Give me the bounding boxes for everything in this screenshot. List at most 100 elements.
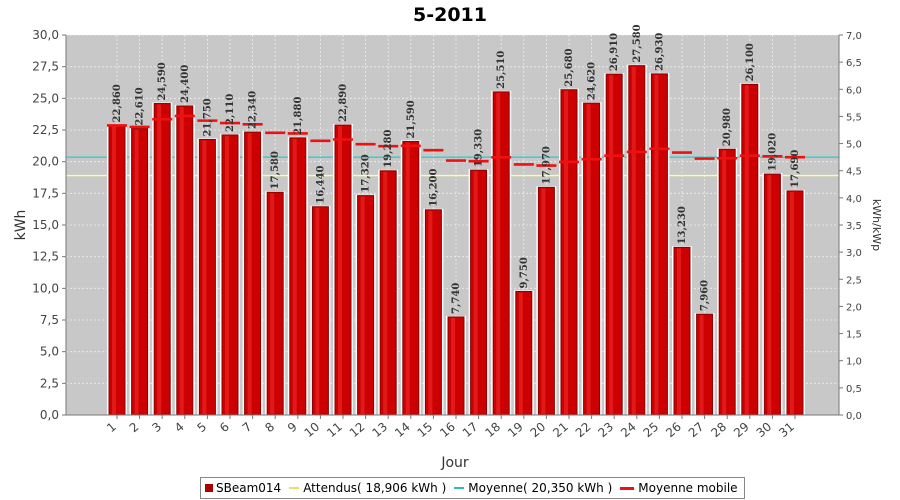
- legend-item-moyenne-mobile: Moyenne mobile: [620, 481, 738, 495]
- x-tick-label: 27: [686, 420, 707, 441]
- data-label: 19,020: [767, 133, 778, 171]
- bar-highlight: [541, 188, 546, 414]
- data-label: 21,750: [202, 98, 213, 136]
- bar: [763, 173, 781, 416]
- legend-swatch-moyenne: [454, 487, 465, 489]
- data-label: 20,980: [722, 108, 733, 146]
- bar: [718, 148, 736, 416]
- x-tick-label: 4: [172, 420, 187, 436]
- y2-tick-label: 7,0: [846, 31, 862, 42]
- y-tick-label: 2,5: [40, 376, 59, 390]
- y-tick-label: 0,0: [40, 408, 59, 422]
- bar: [492, 91, 510, 416]
- y2-tick-label: 2,0: [846, 302, 862, 313]
- y-tick-label: 10,0: [32, 281, 59, 295]
- legend-item-attendus: Attendus( 18,906 kWh ): [289, 481, 446, 495]
- y-tick-label: 30,0: [32, 28, 59, 42]
- x-tick-label: 18: [482, 420, 503, 441]
- x-tick-label: 20: [528, 420, 549, 441]
- bar: [198, 139, 216, 416]
- bar-highlight: [112, 126, 116, 414]
- data-label: 24,590: [157, 62, 168, 100]
- y2-tick-label: 4,5: [846, 167, 862, 178]
- x-tick-label: 19: [505, 420, 526, 441]
- bar: [289, 137, 307, 416]
- y2-tick-label: 5,5: [846, 112, 862, 123]
- x-tick-label: 14: [392, 420, 413, 441]
- x-tick-label: 29: [731, 420, 752, 441]
- bar: [357, 195, 375, 416]
- bar: [741, 83, 759, 416]
- data-label: 22,890: [338, 84, 349, 122]
- data-label: 7,960: [700, 280, 711, 311]
- bar: [628, 65, 646, 416]
- bar-highlight: [631, 66, 636, 415]
- data-label: 22,860: [112, 84, 123, 122]
- bar-highlight: [202, 140, 207, 414]
- bar: [334, 124, 352, 416]
- bar-highlight: [790, 191, 794, 414]
- y2-tick-label: 3,5: [846, 221, 862, 232]
- x-tick-label: 16: [437, 420, 458, 441]
- y2-tick-label: 1,0: [846, 357, 862, 368]
- moving-average: [107, 114, 805, 167]
- y-tick-label: 17,5: [32, 186, 59, 200]
- bar-highlight: [179, 106, 184, 414]
- legend-label-sbeam: SBeam014: [216, 481, 282, 495]
- x-tick-label: 22: [573, 420, 594, 441]
- y-tick-label: 5,0: [40, 345, 59, 359]
- bar: [221, 134, 239, 416]
- x-tick-label: 2: [127, 420, 142, 436]
- y2-tick-label: 4,0: [846, 194, 862, 205]
- legend-label-moyenne-mobile: Moyenne mobile: [638, 481, 738, 495]
- y-tick-label: 20,0: [32, 155, 59, 169]
- data-label: 21,880: [293, 97, 304, 135]
- x-tick-label: 23: [595, 420, 616, 441]
- data-label: 24,620: [587, 62, 598, 100]
- bar-highlight: [360, 196, 365, 414]
- x-tick-label: 13: [369, 420, 390, 441]
- bar-highlight: [518, 292, 523, 414]
- bar: [786, 190, 804, 416]
- data-label: 17,320: [361, 154, 372, 192]
- y2-tick-label: 6,5: [846, 58, 862, 69]
- x-tick-label: 11: [324, 420, 345, 441]
- x-tick-label: 24: [618, 420, 639, 441]
- x-tick-label: 1: [104, 420, 119, 436]
- chart-title: 5-2011: [413, 4, 487, 26]
- data-label: 26,930: [654, 33, 665, 71]
- bar-highlight: [744, 85, 749, 415]
- y2-tick-label: 6,0: [846, 85, 862, 96]
- bar-highlight: [586, 104, 591, 414]
- x-tick-label: 5: [194, 420, 209, 436]
- y2-tick-label: 2,5: [846, 275, 862, 286]
- bar-highlight: [609, 75, 614, 414]
- x-tick-label: 10: [302, 420, 323, 441]
- bar: [673, 246, 691, 416]
- bar: [537, 186, 555, 416]
- x-tick-label: 28: [708, 420, 729, 441]
- data-labels: 22,860 22,610 24,590 24,400 21,750 22,110 22,3…: [112, 24, 801, 314]
- y-tick-label: 27,5: [32, 60, 59, 74]
- data-label: 25,680: [564, 48, 575, 86]
- legend-swatch-attendus: [289, 487, 300, 489]
- y-tick-label: 12,5: [32, 250, 59, 264]
- x-tick-label: 30: [754, 420, 775, 441]
- data-label: 16,440: [315, 165, 326, 203]
- data-label: 19,280: [383, 129, 394, 167]
- x-tick-label: 17: [460, 420, 481, 441]
- y2-tick-label: 1,5: [846, 330, 862, 341]
- bar: [108, 124, 126, 416]
- x-tick-label: 26: [663, 420, 684, 441]
- bars: [107, 64, 805, 416]
- bar: [402, 141, 420, 416]
- bar-highlight: [677, 248, 681, 414]
- bar-highlight: [451, 317, 455, 414]
- data-label: 22,610: [135, 87, 146, 125]
- y2-tick-label: 0,0: [846, 411, 862, 422]
- data-label: 17,690: [790, 150, 801, 188]
- bar: [515, 291, 533, 416]
- x-tick-label: 7: [240, 420, 255, 436]
- y-axis-label: kWh: [13, 210, 29, 241]
